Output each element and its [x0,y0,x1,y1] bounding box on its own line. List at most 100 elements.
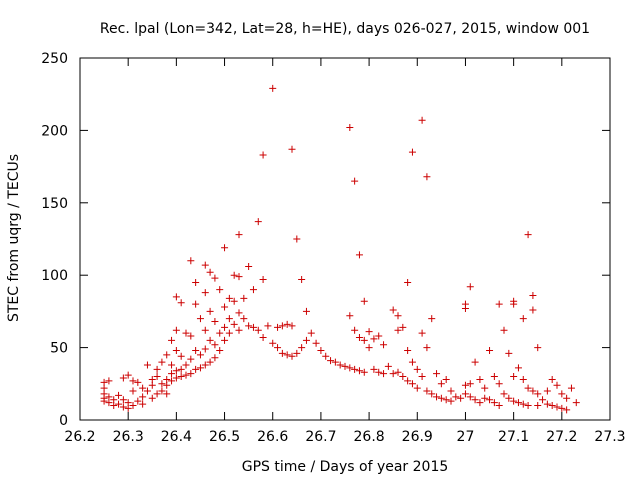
y-tick-label: 0 [59,413,68,429]
data-point [105,399,113,407]
y-tick-label: 150 [41,196,68,212]
data-point [360,336,368,344]
data-point [172,293,180,301]
data-point [567,384,575,392]
y-tick-label: 50 [50,341,68,357]
data-point [269,339,277,347]
data-point [211,274,219,282]
data-point [346,364,354,372]
data-point [177,352,185,360]
data-point [351,365,359,373]
data-point [539,396,547,404]
data-point [168,370,176,378]
data-point [394,312,402,320]
data-point [461,390,469,398]
x-tick-label: 26.5 [209,429,240,445]
x-tick-label: 27.3 [594,429,625,445]
data-point [548,402,556,410]
data-point [514,364,522,372]
data-point [216,329,224,337]
data-point [380,341,388,349]
data-point [375,368,383,376]
data-point [418,329,426,337]
x-tick-label: 27 [457,429,475,445]
data-point [543,387,551,395]
data-point [230,320,238,328]
data-point [153,373,161,381]
data-point [298,276,306,284]
data-point [153,365,161,373]
data-point [115,391,123,399]
data-point [394,326,402,334]
axis-ticks: 26.2 26.3 26.4 26.5 26.6 26.7 26.8 26.9 27 27.1 27… [41,51,625,445]
data-point [235,309,243,317]
data-point [163,390,171,398]
data-point [201,289,209,297]
data-point [298,344,306,352]
data-point [433,370,441,378]
data-point [505,394,513,402]
data-point [375,332,383,340]
data-point [505,349,513,357]
x-tick-label: 26.7 [305,429,336,445]
data-point [558,390,566,398]
data-point [404,346,412,354]
data-point [221,244,229,252]
data-point [471,358,479,366]
data-point [457,394,465,402]
data-point [529,306,537,314]
data-point [534,390,542,398]
data-point [563,394,571,402]
data-point [206,358,214,366]
data-point [476,399,484,407]
data-point [206,307,214,315]
data-point [216,286,224,294]
data-point [124,404,132,412]
data-point [278,322,286,330]
data-point [534,344,542,352]
x-tick-label: 26.9 [402,429,433,445]
data-point [119,403,127,411]
data-point [524,402,532,410]
data-point [495,380,503,388]
data-point [572,399,580,407]
data-point [249,286,257,294]
data-point [327,357,335,365]
data-point [399,323,407,331]
data-point [389,370,397,378]
data-point [442,396,450,404]
data-point [134,397,142,405]
data-point [418,373,426,381]
data-point [510,300,518,308]
data-point [293,349,301,357]
data-point [529,291,537,299]
data-point [172,346,180,354]
y-tick-label: 250 [41,51,68,67]
data-point [182,371,190,379]
y-tick-label: 200 [41,123,68,139]
data-point [288,145,296,153]
data-point [158,358,166,366]
data-point [274,344,282,352]
data-point [500,390,508,398]
data-point [404,377,412,385]
data-point [524,384,532,392]
data-point [245,263,253,271]
data-point [230,271,238,279]
data-point [514,399,522,407]
data-point [158,387,166,395]
data-point [163,381,171,389]
y-axis-label: STEC from uqrg / TECUs [6,154,22,322]
data-point [119,396,127,404]
data-point [177,373,185,381]
x-tick-label: 26.2 [64,429,95,445]
data-point [283,320,291,328]
data-point [341,362,349,370]
data-point [124,371,132,379]
data-point [129,387,137,395]
data-point [240,315,248,323]
data-point [264,322,272,330]
data-point [481,384,489,392]
data-point [548,375,556,383]
x-tick-label: 26.4 [161,429,192,445]
